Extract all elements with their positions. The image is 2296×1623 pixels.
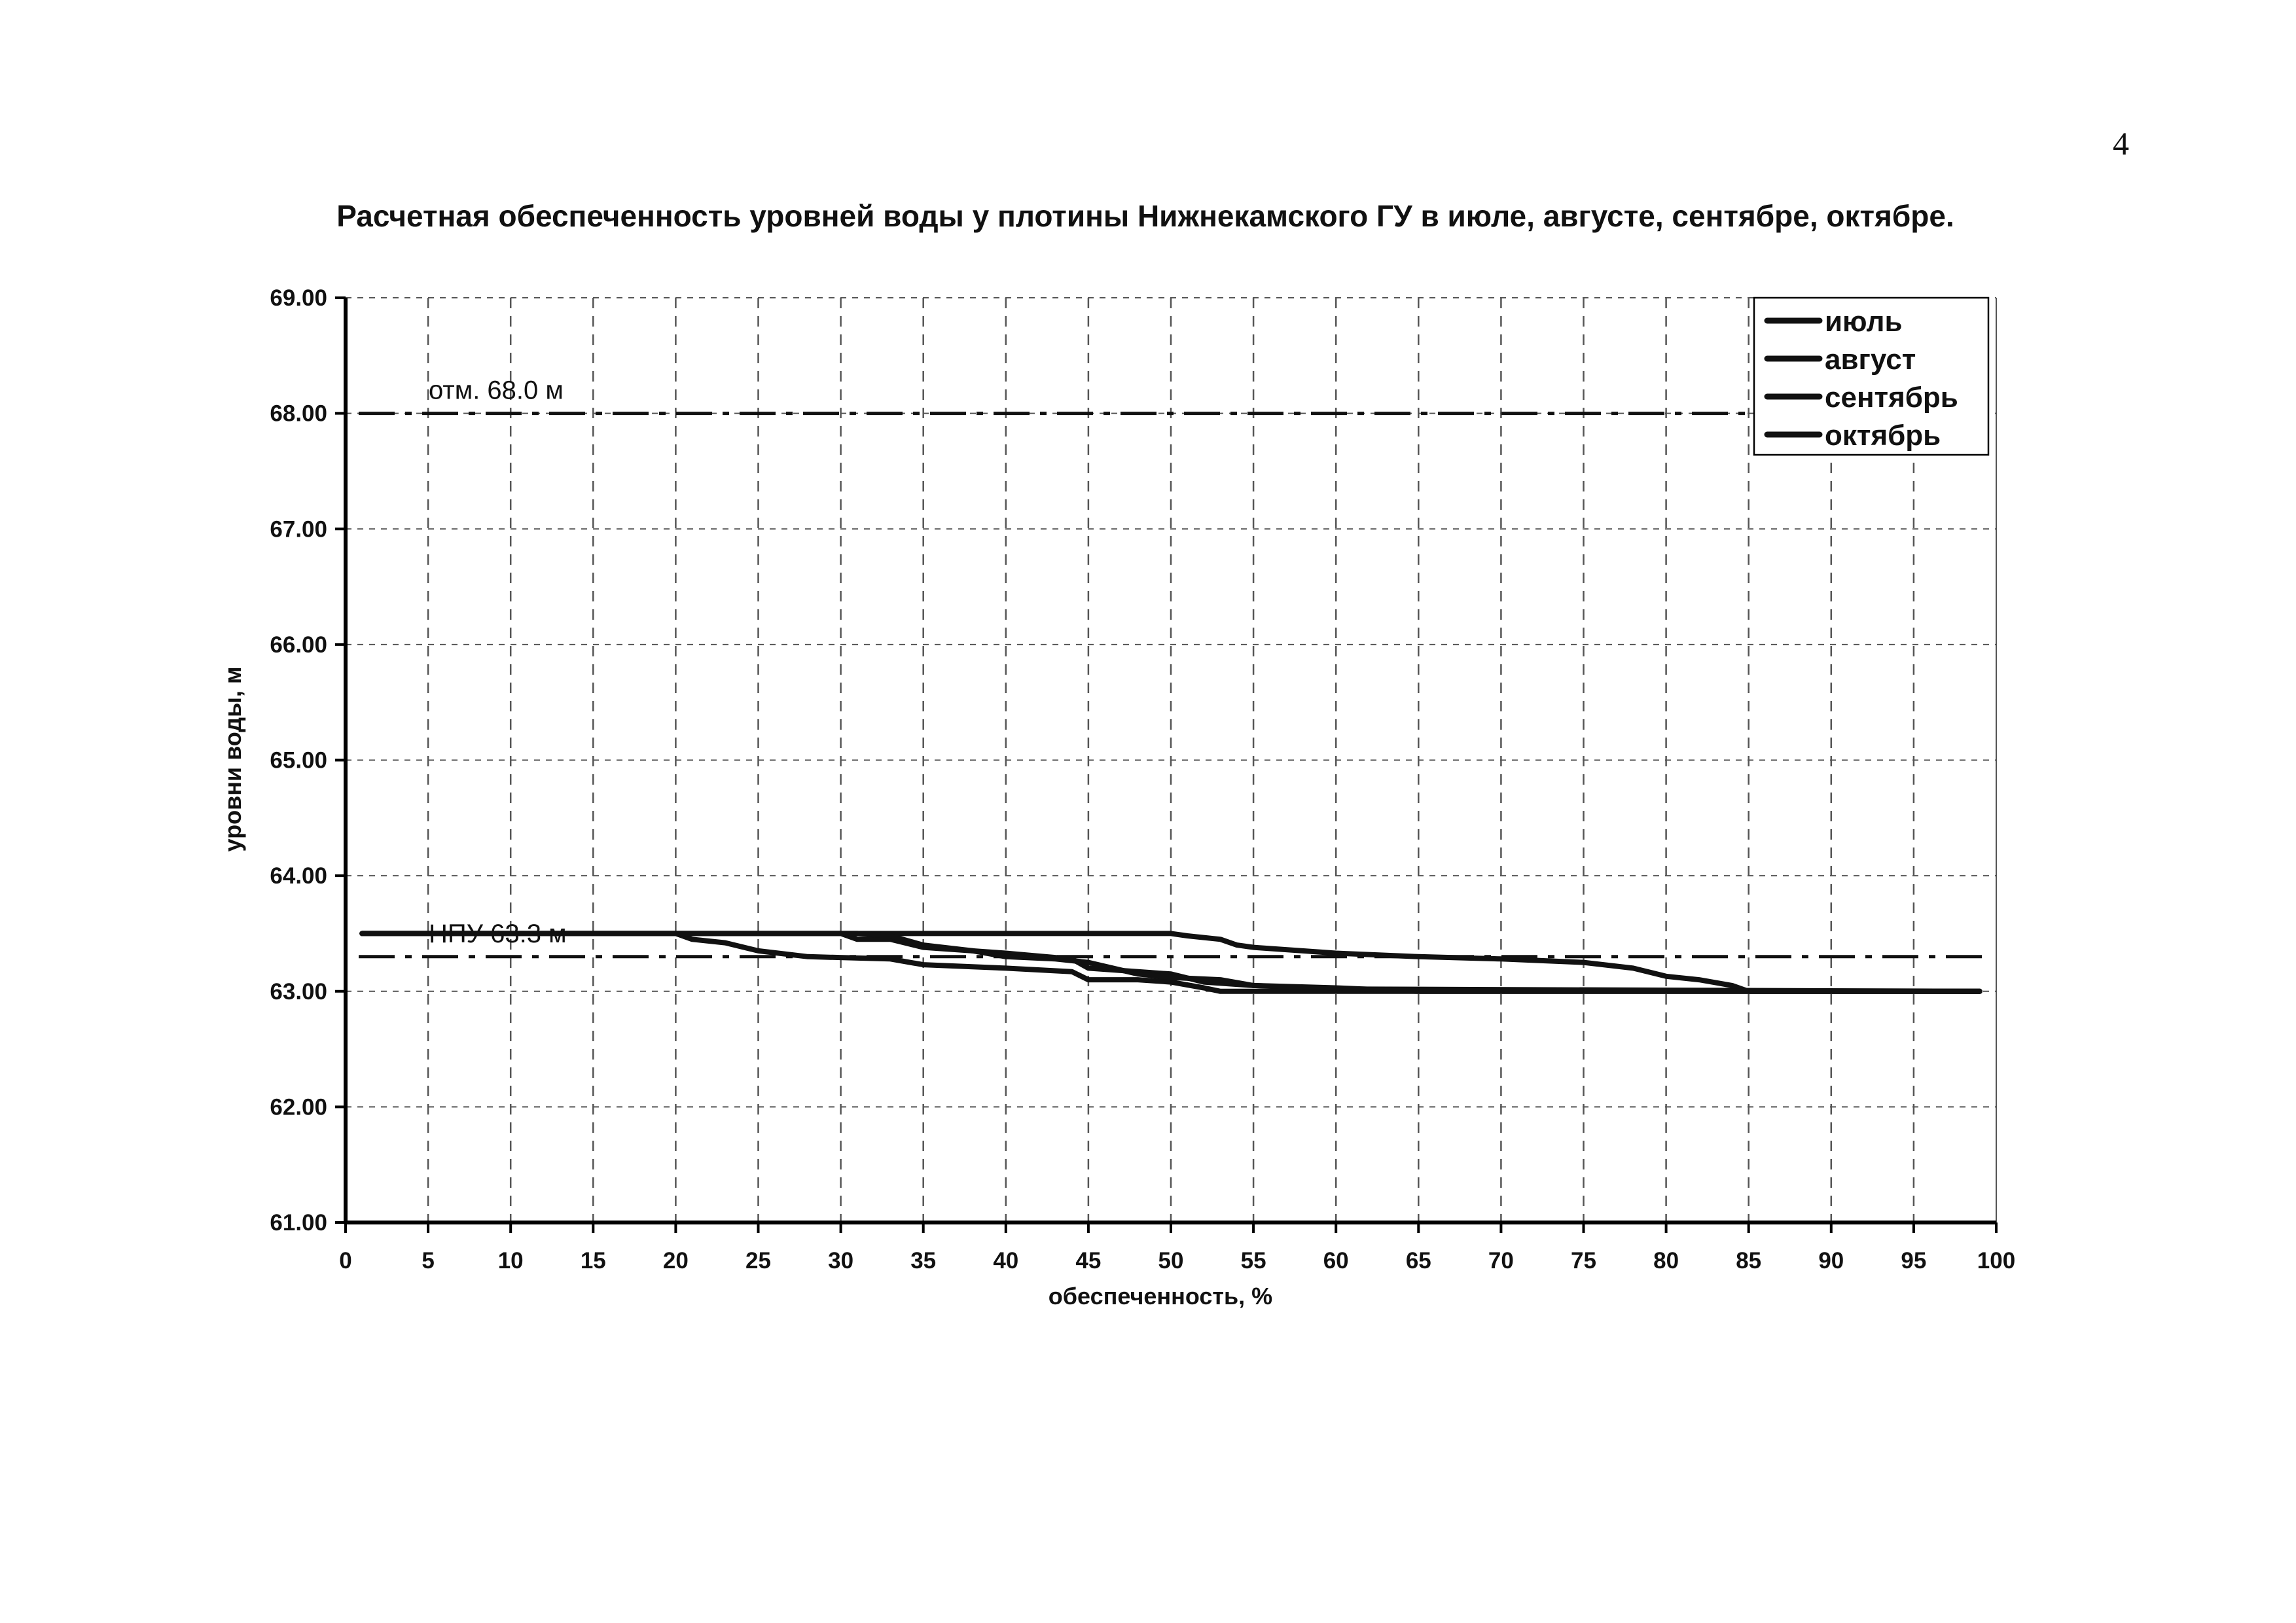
x-tick-label: 25 — [745, 1248, 771, 1274]
y-tick-label: 64.00 — [270, 863, 327, 889]
x-tick-label: 90 — [1818, 1248, 1844, 1274]
axes — [335, 296, 1998, 1233]
x-tick-label: 10 — [498, 1248, 524, 1274]
x-tick-label: 30 — [828, 1248, 853, 1274]
x-tick-label: 15 — [581, 1248, 606, 1274]
y-tick-label: 67.00 — [270, 516, 327, 542]
series-line — [359, 931, 1982, 994]
x-tick-label: 85 — [1736, 1248, 1761, 1274]
x-tick-label: 20 — [663, 1248, 689, 1274]
grid — [346, 297, 1997, 1222]
y-tick-label: 69.00 — [270, 285, 327, 311]
legend-label: август — [1825, 344, 1916, 376]
x-tick-label: 35 — [910, 1248, 936, 1274]
legend: июль август сентябрь октябрь — [1753, 296, 1990, 456]
y-axis-label: уровни воды, м — [219, 667, 246, 852]
legend-label: июль — [1825, 306, 1903, 338]
series-line — [359, 931, 1982, 994]
y-tick-label: 61.00 — [270, 1210, 327, 1236]
chart-title: Расчетная обеспеченность уровней воды у … — [336, 199, 1954, 233]
x-axis-label: обеспеченность, % — [1049, 1283, 1272, 1310]
page-number: 4 — [2113, 125, 2129, 162]
legend-label: сентябрь — [1825, 382, 1958, 414]
x-tick-label: 80 — [1653, 1248, 1679, 1274]
x-tick-label: 100 — [1977, 1248, 2015, 1274]
y-tick-label: 66.00 — [270, 632, 327, 658]
x-tick-label: 40 — [993, 1248, 1018, 1274]
x-tick-label: 45 — [1075, 1248, 1101, 1274]
series-line — [359, 931, 1982, 994]
x-tick-label: 65 — [1406, 1248, 1431, 1274]
x-tick-label: 55 — [1241, 1248, 1266, 1274]
x-tick-label: 70 — [1488, 1248, 1514, 1274]
legend-label: октябрь — [1825, 419, 1941, 452]
x-tick-label: 5 — [422, 1248, 434, 1274]
x-tick-label: 50 — [1158, 1248, 1184, 1274]
series-lines — [359, 931, 1982, 994]
y-tick-label: 62.00 — [270, 1094, 327, 1120]
reference-line-label: отм. 68.0 м — [429, 376, 564, 405]
legend-box — [1753, 296, 1990, 456]
x-tick-label: 95 — [1901, 1248, 1926, 1274]
y-tick-label: 65.00 — [270, 748, 327, 774]
y-tick-label: 68.00 — [270, 401, 327, 427]
tick-labels: 0 5 10 15 20 25 30 35 40 45 50 55 60 65 70 75 80 85 90 95 10… — [270, 285, 2015, 1274]
y-tick-label: 63.00 — [270, 979, 327, 1005]
x-tick-label: 0 — [339, 1248, 351, 1274]
x-tick-label: 75 — [1571, 1248, 1596, 1274]
x-tick-label: 60 — [1323, 1248, 1349, 1274]
